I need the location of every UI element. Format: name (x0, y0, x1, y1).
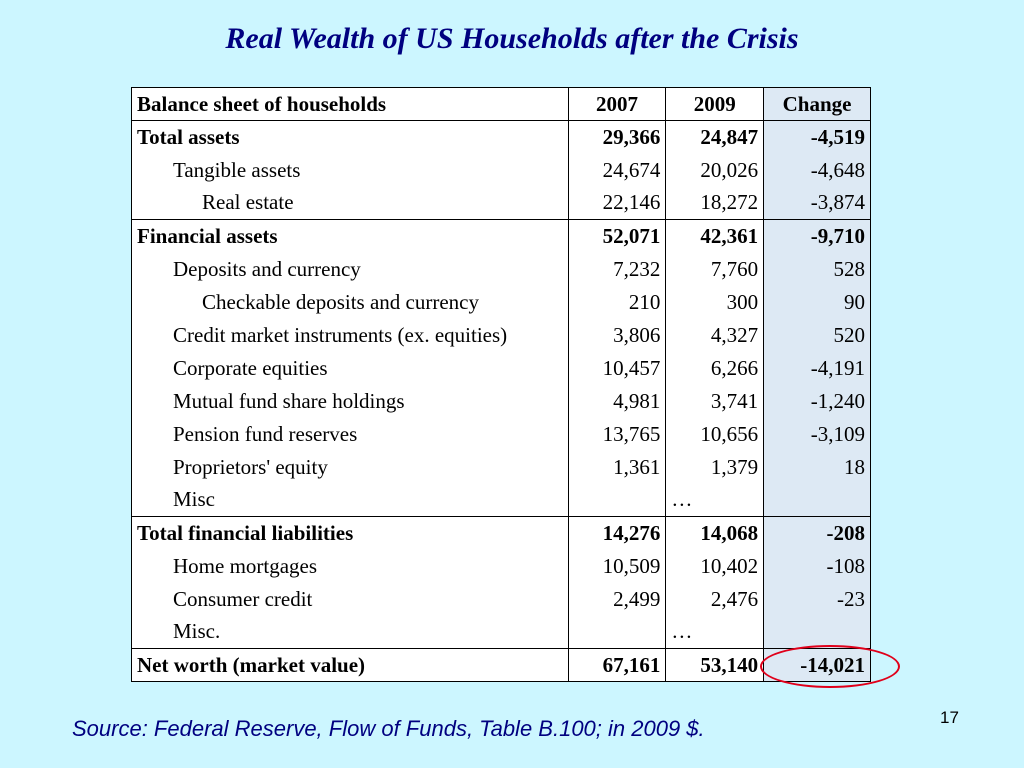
cell-change: -23 (763, 582, 871, 616)
cell-change: -108 (763, 549, 871, 583)
row-label: Mutual fund share holdings (173, 388, 405, 413)
row-label: Home mortgages (173, 553, 318, 578)
cell-2009: 42,361 (665, 219, 765, 253)
table-row: Mutual fund share holdings 4,981 3,741 -… (132, 384, 871, 418)
row-label: Total financial liabilities (131, 516, 569, 550)
table-row: Home mortgages 10,509 10,402 -108 (132, 549, 871, 583)
cell-2009: 10,402 (665, 549, 765, 583)
cell-2007: 29,366 (567, 120, 667, 154)
slide-title: Real Wealth of US Households after the C… (225, 22, 799, 55)
row-label: Checkable deposits and currency (202, 289, 479, 314)
row-label: Misc (173, 487, 215, 512)
cell-2009: 4,327 (665, 318, 765, 352)
row-label: Tangible assets (173, 157, 301, 182)
table-row: Net worth (market value) 67,161 53,140 -… (131, 648, 871, 682)
table-row: Total assets 29,366 24,847 -4,519 (132, 120, 871, 154)
cell-change: -4,648 (763, 153, 871, 187)
table-row: Misc. … (132, 615, 871, 649)
cell-2007: 1,361 (567, 450, 667, 484)
cell-2007: 7,232 (567, 252, 667, 286)
table-row: Credit market instruments (ex. equities)… (132, 318, 871, 352)
cell-change: 90 (763, 285, 871, 319)
balance-sheet-table: Balance sheet of households 2007 2009 Ch… (131, 87, 871, 682)
table-row: Proprietors' equity 1,361 1,379 18 (132, 450, 871, 484)
cell-change: -208 (763, 516, 871, 550)
cell-2007: 3,806 (567, 318, 667, 352)
cell-2009: 7,760 (665, 252, 765, 286)
cell-2009: 53,140 (665, 648, 765, 682)
table-row: Financial assets 52,071 42,361 -9,710 (131, 219, 871, 253)
cell-2009: 1,379 (665, 450, 765, 484)
cell-change: -4,519 (763, 120, 871, 154)
cell-2007: 4,981 (567, 384, 667, 418)
cell-2007 (567, 615, 667, 649)
cell-2007 (567, 483, 667, 517)
cell-change: 528 (763, 252, 871, 286)
table-row: Consumer credit 2,499 2,476 -23 (132, 582, 871, 616)
row-label: Pension fund reserves (173, 421, 358, 446)
cell-2007: 10,457 (567, 351, 667, 385)
cell-2007: 210 (567, 285, 667, 319)
page-number: 17 (940, 708, 959, 727)
cell-2009: 3,741 (665, 384, 765, 418)
header-label: Balance sheet of households (131, 87, 569, 121)
header-2007: 2007 (567, 87, 667, 121)
row-label: Corporate equities (173, 355, 328, 380)
cell-change: 18 (763, 450, 871, 484)
table-row: Tangible assets 24,674 20,026 -4,648 (132, 153, 871, 187)
header-change: Change (763, 87, 871, 121)
cell-2007: 13,765 (567, 417, 667, 451)
cell-change: 520 (763, 318, 871, 352)
cell-2007: 2,499 (567, 582, 667, 616)
cell-change (763, 483, 871, 517)
cell-2009: 6,266 (665, 351, 765, 385)
cell-2009: 20,026 (665, 153, 765, 187)
row-label: Financial assets (131, 219, 569, 253)
row-label: Net worth (market value) (131, 648, 569, 682)
cell-2009: 24,847 (665, 120, 765, 154)
row-label: Misc. (173, 619, 221, 644)
cell-2007: 14,276 (567, 516, 667, 550)
table-header-row: Balance sheet of households 2007 2009 Ch… (131, 87, 871, 121)
cell-2007: 10,509 (567, 549, 667, 583)
table-row: Deposits and currency 7,232 7,760 528 (132, 252, 871, 286)
cell-change: -3,874 (763, 186, 871, 220)
cell-2009: … (665, 483, 765, 517)
cell-2009: 300 (665, 285, 765, 319)
header-2009: 2009 (665, 87, 765, 121)
row-label: Total assets (137, 124, 240, 149)
cell-change: -9,710 (763, 219, 871, 253)
cell-2007: 22,146 (567, 186, 667, 220)
cell-2009: 2,476 (665, 582, 765, 616)
cell-2009: 14,068 (665, 516, 765, 550)
cell-2007: 24,674 (567, 153, 667, 187)
cell-change (763, 615, 871, 649)
cell-2007: 67,161 (567, 648, 667, 682)
cell-change: -14,021 (763, 648, 871, 682)
cell-change: -4,191 (763, 351, 871, 385)
cell-2009: 18,272 (665, 186, 765, 220)
table-row: Checkable deposits and currency 210 300 … (132, 285, 871, 319)
row-label: Proprietors' equity (173, 454, 328, 479)
cell-change: -3,109 (763, 417, 871, 451)
table-row: Pension fund reserves 13,765 10,656 -3,1… (132, 417, 871, 451)
cell-2009: … (665, 615, 765, 649)
row-label: Credit market instruments (ex. equities) (173, 322, 508, 347)
table-row: Corporate equities 10,457 6,266 -4,191 (132, 351, 871, 385)
table-row: Misc … (132, 483, 871, 517)
row-label: Consumer credit (173, 586, 313, 611)
cell-change: -1,240 (763, 384, 871, 418)
cell-2007: 52,071 (567, 219, 667, 253)
table-row: Real estate 22,146 18,272 -3,874 (132, 186, 871, 220)
row-label: Real estate (202, 190, 294, 215)
row-label: Deposits and currency (173, 256, 361, 281)
cell-2009: 10,656 (665, 417, 765, 451)
source-note: Source: Federal Reserve, Flow of Funds, … (72, 716, 705, 741)
table-row: Total financial liabilities 14,276 14,06… (131, 516, 871, 550)
